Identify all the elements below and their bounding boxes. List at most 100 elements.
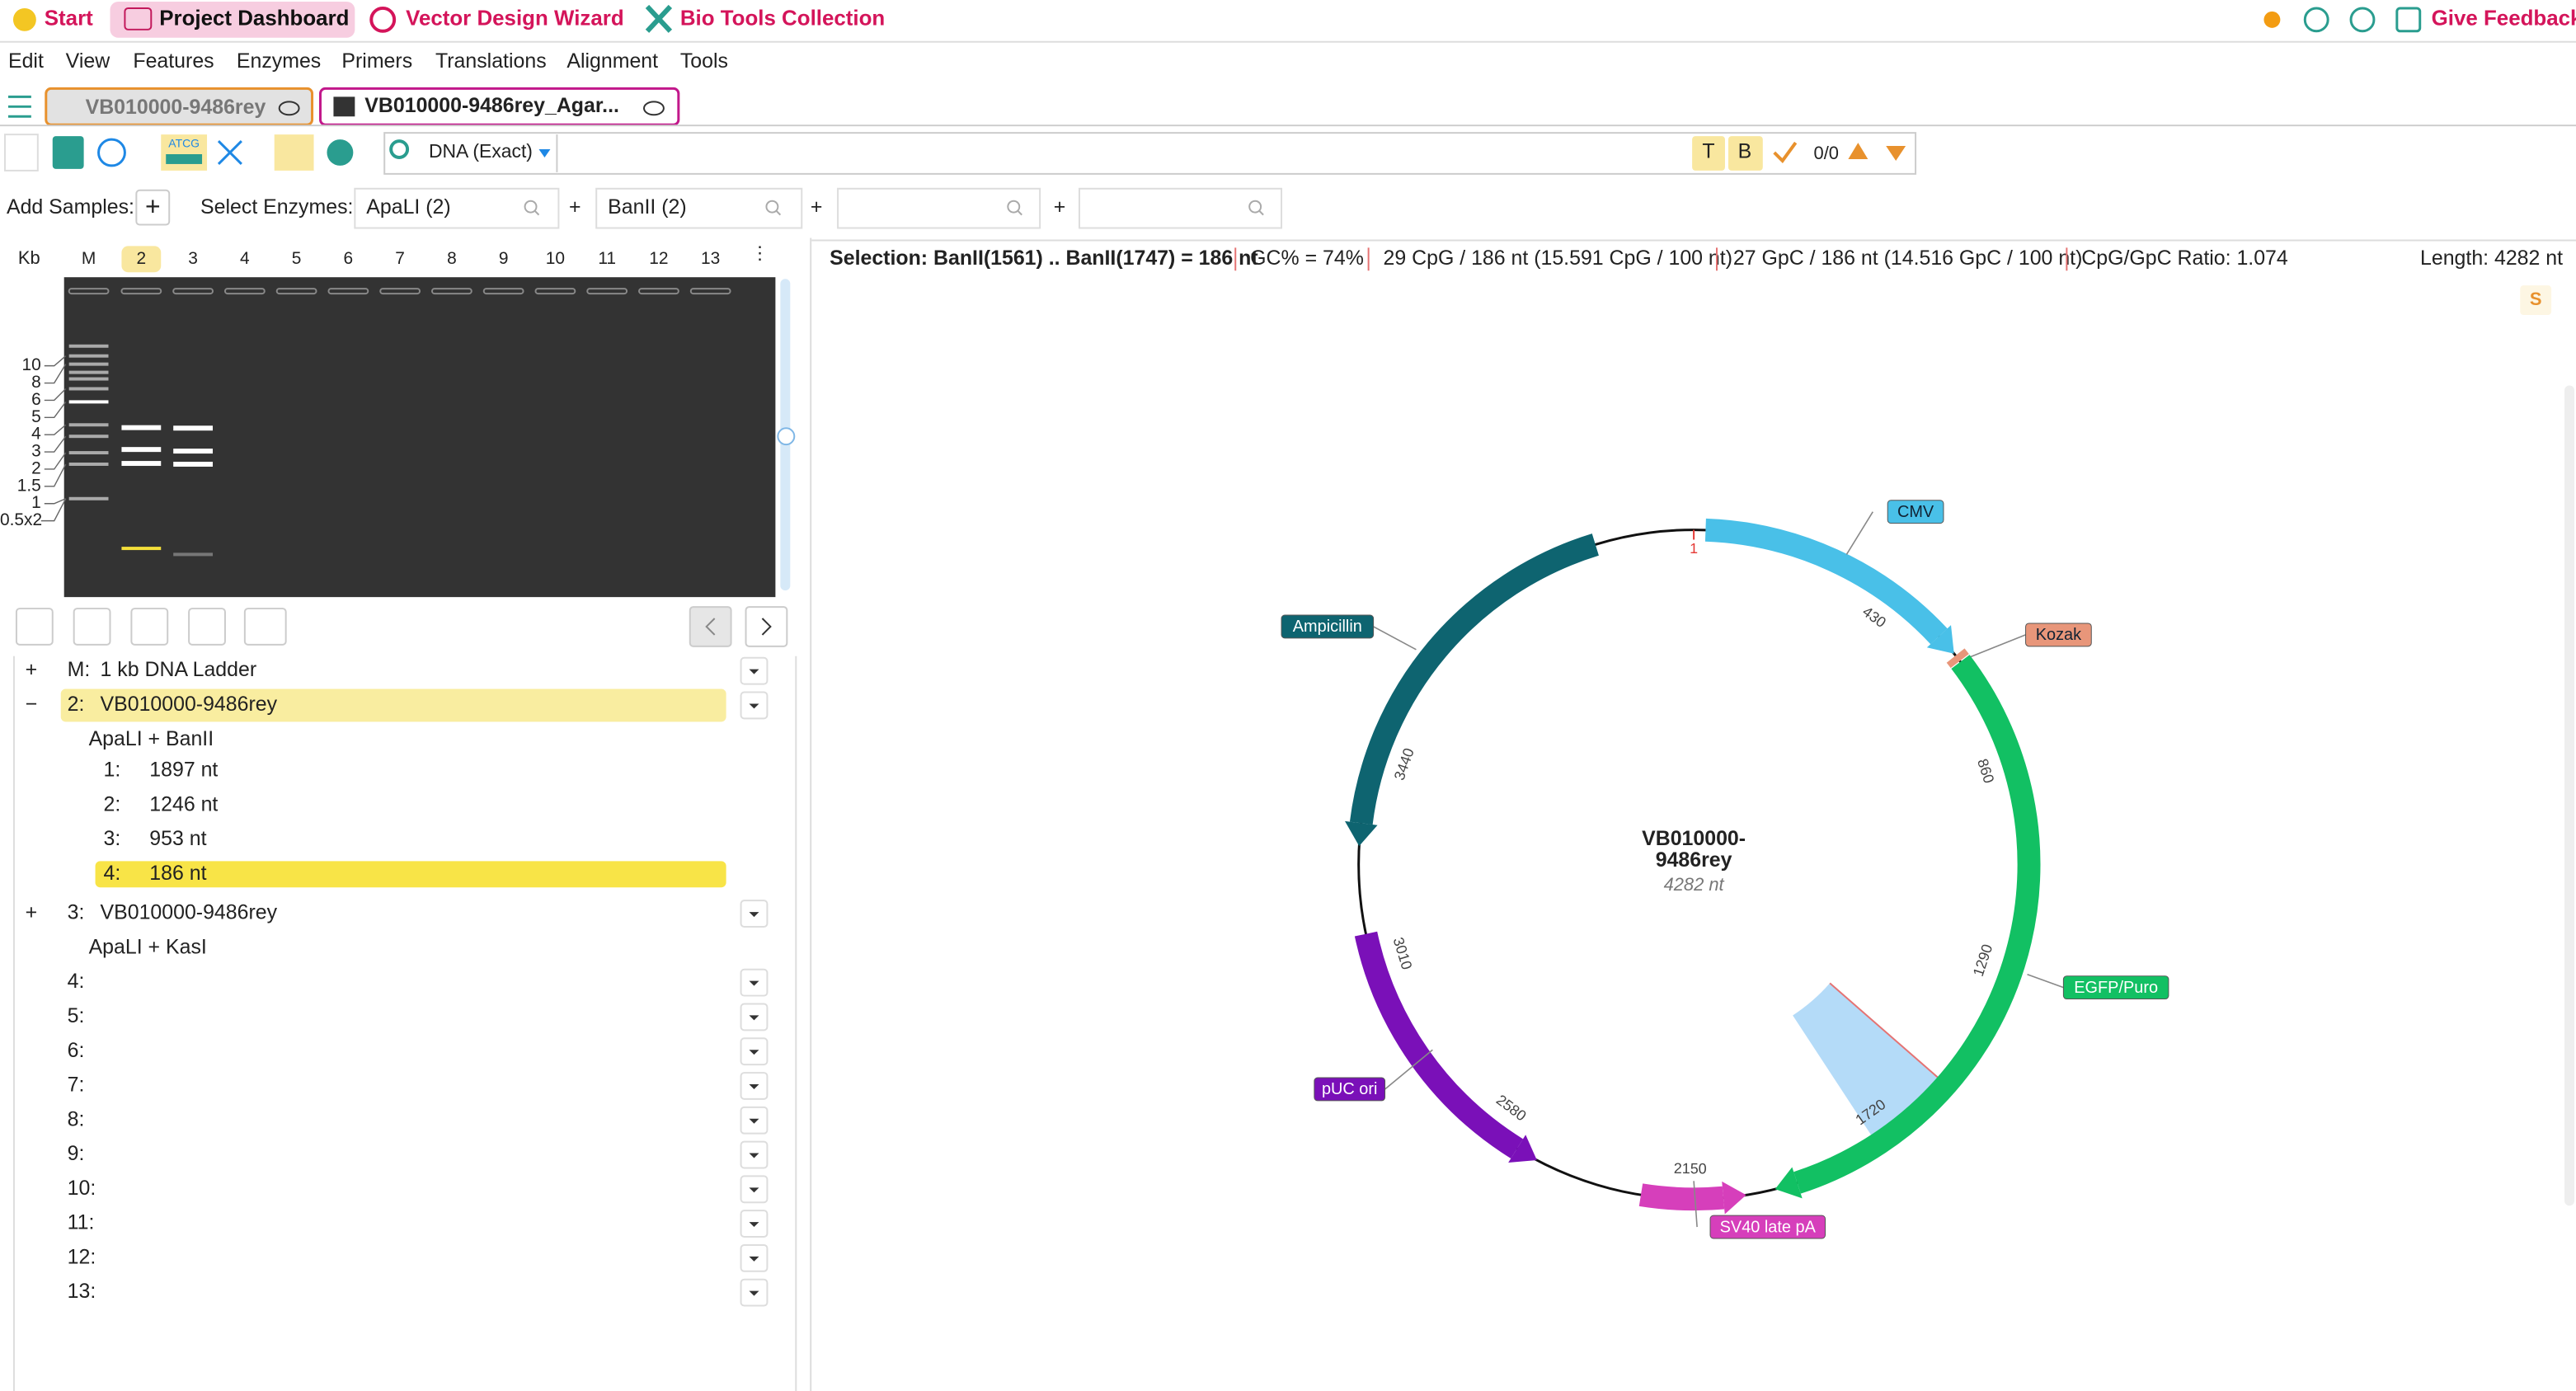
visibility-icon[interactable] — [643, 101, 665, 116]
feature[interactable] — [1946, 648, 1969, 669]
lane-label[interactable]: M — [82, 249, 96, 268]
map-tick-label: 3010 — [1390, 935, 1416, 971]
row-id: 7: — [68, 1074, 85, 1097]
feature-label[interactable]: CMV — [1897, 503, 1934, 521]
feature-label[interactable]: Kozak — [2036, 626, 2081, 644]
search-icon — [1017, 209, 1022, 216]
lane-label[interactable]: 7 — [395, 249, 405, 268]
fragment-index: 2: — [104, 792, 121, 815]
tab-label: VB010000-9486rey — [86, 96, 266, 119]
gel-button[interactable] — [15, 608, 54, 646]
nav-start[interactable]: Start — [45, 7, 93, 31]
tool-button[interactable] — [274, 134, 314, 171]
tool-button[interactable] — [3, 134, 39, 172]
selection-edge — [1829, 982, 1954, 1093]
feature-label[interactable]: Ampicillin — [1293, 618, 1362, 636]
lane-label[interactable]: 2 — [137, 249, 147, 268]
feature[interactable] — [1354, 931, 1537, 1163]
ladder-band — [68, 400, 109, 404]
lane-label[interactable]: 11 — [598, 249, 616, 268]
menu-item[interactable]: Translations — [435, 49, 547, 73]
prev-match[interactable] — [1848, 143, 1869, 159]
lane-label[interactable]: 9 — [499, 249, 509, 268]
gel-button[interactable] — [130, 608, 169, 646]
nav-item[interactable]: Vector Design Wizard — [406, 7, 624, 31]
gel-band — [121, 461, 162, 467]
nav-item[interactable]: Project Dashboard — [159, 7, 349, 31]
info-icon[interactable] — [2303, 7, 2329, 33]
tool-icon[interactable] — [327, 139, 354, 166]
row-toggle[interactable]: + — [26, 901, 38, 924]
gel-well — [327, 288, 369, 295]
enzyme-input[interactable] — [595, 187, 803, 229]
theme-icon[interactable] — [2263, 11, 2281, 28]
gel-button[interactable] — [188, 608, 226, 646]
add-sample-button[interactable] — [135, 189, 171, 226]
ladder-label: 8 — [31, 373, 41, 392]
side-button[interactable] — [2520, 285, 2552, 315]
confirm-icon[interactable] — [1773, 141, 1798, 164]
feature[interactable] — [1775, 655, 2041, 1199]
nav-feedback[interactable]: Give Feedback — [2432, 7, 2576, 31]
lane-highlight — [121, 246, 162, 273]
feature-label[interactable]: EGFP/Puro — [2074, 979, 2158, 997]
feature-arc — [1704, 518, 1948, 645]
lane-label[interactable]: 5 — [292, 249, 302, 268]
menu-item[interactable]: Features — [133, 49, 214, 73]
ladder-leader — [44, 435, 67, 453]
prev-page[interactable] — [689, 606, 732, 647]
menu-item[interactable]: Tools — [680, 49, 728, 73]
save-button[interactable] — [52, 136, 84, 169]
gel-button[interactable] — [73, 608, 111, 646]
next-match[interactable] — [1886, 146, 1906, 161]
menu-item[interactable]: Enzymes — [237, 49, 321, 73]
search-icon — [775, 209, 782, 216]
tool-icon[interactable] — [217, 140, 242, 165]
menu-item[interactable]: Edit — [8, 49, 44, 73]
enzyme-input[interactable] — [1078, 187, 1283, 229]
feature-leader — [2027, 973, 2064, 989]
tool-button[interactable] — [161, 134, 208, 171]
map-name: 9486rey — [1656, 848, 1732, 872]
lane-label[interactable]: 13 — [701, 249, 720, 268]
nav-item[interactable]: Bio Tools Collection — [680, 7, 885, 31]
menu-item[interactable]: Alignment — [566, 49, 658, 73]
toggle-button[interactable] — [1692, 136, 1725, 171]
row-id: 9: — [68, 1142, 85, 1165]
menu-item[interactable]: View — [66, 49, 111, 73]
next-page[interactable] — [745, 606, 788, 647]
lane-label[interactable]: 12 — [649, 249, 668, 268]
row-toggle[interactable]: + — [26, 658, 38, 681]
lane-menu[interactable]: ⋮ — [751, 242, 769, 263]
feature-label-box — [1709, 1215, 1826, 1239]
row-id: 3: — [68, 901, 85, 924]
row-name: VB010000-9486rey — [101, 901, 278, 924]
row-toggle[interactable]: − — [26, 693, 38, 716]
visibility-icon[interactable] — [278, 101, 300, 116]
feature[interactable] — [1704, 518, 1954, 654]
lane-label[interactable]: 6 — [344, 249, 354, 268]
feature-label[interactable]: pUC ori — [1322, 1080, 1377, 1098]
feature[interactable] — [1345, 533, 1599, 847]
ladder-band — [68, 423, 109, 427]
view-button[interactable] — [97, 138, 126, 167]
lane-label[interactable]: 10 — [546, 249, 565, 268]
lane-label[interactable]: 8 — [447, 249, 457, 268]
feature[interactable] — [1638, 1181, 1746, 1215]
search-box[interactable] — [383, 132, 1917, 175]
feature-label[interactable]: SV40 late pA — [1720, 1218, 1817, 1236]
menu-item[interactable]: Primers — [341, 49, 412, 73]
lane-label[interactable]: 3 — [188, 249, 198, 268]
search-mode[interactable]: DNA (Exact) — [429, 140, 533, 162]
gel-slider[interactable] — [777, 427, 796, 446]
sample-list: + M: 1 kb DNA Ladder − 2: VB010000-9486rey Apa… — [26, 656, 769, 1307]
feature-arrow — [1345, 820, 1378, 847]
toggle-label: B — [1738, 140, 1752, 163]
gel-button[interactable] — [243, 608, 287, 646]
enzyme-input[interactable] — [837, 187, 1041, 229]
user-icon[interactable] — [2349, 7, 2376, 33]
lane-label[interactable]: 4 — [240, 249, 250, 268]
toggle-button[interactable] — [1728, 136, 1763, 171]
dropdown-caret — [749, 669, 759, 674]
